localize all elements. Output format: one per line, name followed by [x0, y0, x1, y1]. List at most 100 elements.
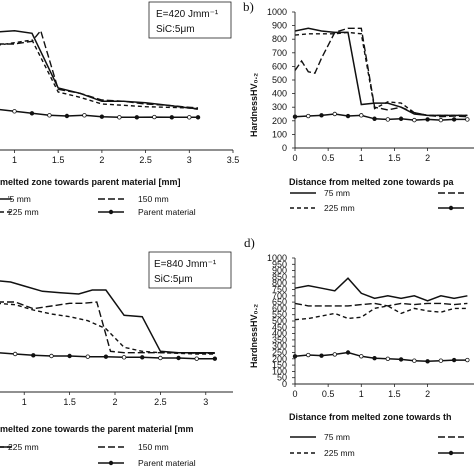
panel-d-series-point [451, 357, 457, 363]
panel-d-x-tick-label: 2 [425, 389, 430, 399]
panel-b-y-tick-label: 600 [272, 61, 287, 71]
panel-b-y-tick-label: 200 [272, 116, 287, 126]
panel-c-series-point [121, 355, 127, 360]
panel-b-y-axis-label: HardnessHV₀.₂ [249, 73, 259, 137]
panel-b-y-tick-label: 700 [272, 48, 287, 58]
panel-a-series-point [64, 113, 70, 119]
panel-d-legend-label: 225 mm [324, 448, 355, 458]
panel-b-series-point [425, 117, 430, 122]
panel-d-y-tick-label: 400 [272, 329, 287, 339]
panel-d-y-tick-label: 300 [272, 341, 287, 351]
panel-c-x-tick-label: 1.5 [63, 397, 76, 407]
panel-a-annotation-particle: SiC:5μm [156, 24, 195, 35]
panel-b-series-line-0 [294, 27, 468, 117]
panel-b-x-tick-label: 1 [359, 153, 364, 163]
panel-a-series-line-0 [0, 29, 199, 110]
panel-b-series [292, 27, 470, 123]
panel-c-series [0, 280, 218, 361]
panel-c-series-point [176, 355, 181, 361]
panel-d-series-point [372, 355, 377, 361]
panel-d-y-tick-label: 550 [272, 310, 287, 320]
panel-d-x-tick-label: 0.5 [322, 389, 335, 399]
panel-a-x-tick-label: 1 [12, 155, 17, 165]
panel-d: d) 0 0.5 1 1.5 20501001502002503003504004505… [244, 235, 474, 458]
panel-c-series-point [158, 355, 163, 361]
panel-b-legend-label: 225 mm [324, 203, 355, 213]
panel-a-x-tick-label: 2.5 [139, 155, 152, 165]
panel-b-series-point [372, 116, 377, 121]
panel-b-series-point [345, 113, 351, 119]
panel-a-series [0, 29, 201, 120]
panel-d-series-point [385, 356, 391, 361]
panel-b-x-tick-label: 0 [292, 153, 297, 163]
panel-c-annotation-box [148, 251, 232, 289]
panel-a-series-line-2 [0, 39, 199, 110]
panel-d-series-point [425, 359, 430, 364]
panel-b-legend-marker [448, 205, 454, 211]
panel-c-x-tick-label: 3 [203, 397, 208, 407]
panel-a: 1 1.5 2 2.5 3 3.5 E=420 Jmm⁻¹ SiC:5μm melted … [0, 1, 240, 217]
panel-c-legend-label: 150 mm [138, 442, 169, 452]
panel-d-y-axis-label: HardnessHV₀.₂ [249, 304, 259, 368]
panel-a-series-point [99, 114, 105, 119]
panel-d-y-tick-label: 350 [272, 335, 287, 345]
panel-c-axes: 1 1.5 2 2.5 3 [0, 391, 233, 407]
panel-d-y-tick-label: 500 [272, 316, 287, 326]
panel-c-legend-marker [108, 460, 114, 466]
panel-d-series-line-2 [294, 305, 468, 321]
panel-c-series-point [212, 356, 218, 361]
panel-d-y-tick-label: 600 [272, 303, 287, 313]
panel-c-series-line-2 [0, 302, 215, 355]
panel-d-y-tick-label: 450 [272, 322, 287, 332]
panel-d-y-tick-label: 200 [272, 354, 287, 364]
panel-a-legend-label: '5 mm [8, 194, 31, 204]
panel-d-series-line-1 [294, 302, 468, 307]
panel-a-series-point [187, 115, 192, 120]
panel-d-y-tick-label: 950 [272, 259, 287, 269]
panel-a-x-tick-label: 3.5 [227, 155, 240, 165]
panel-c-series-line-1 [0, 301, 215, 354]
panel-d-y-tick-label: 800 [272, 278, 287, 288]
panel-c-x-tick-label: 2 [112, 397, 117, 407]
panel-c-series-point [85, 354, 90, 359]
panel-c-legend: 150 mm 225 mm Parent material [0, 442, 196, 468]
panel-b-series-point [398, 116, 404, 121]
panel-a-series-point [47, 113, 52, 118]
panel-d-series-line-0 [294, 277, 468, 302]
panel-a-annotation-energy: E=420 Jmm⁻¹ [156, 9, 219, 20]
panel-d-series-point [398, 357, 404, 362]
panel-b-series-point [319, 113, 324, 118]
panel-c-series-point [31, 353, 36, 358]
panel-a-legend: '5 mm 150 mm 225 mm Parent material [0, 194, 196, 217]
panel-d-series-point [359, 354, 364, 359]
panel-d-x-tick-label: 1 [359, 389, 364, 399]
panel-a-legend-label: 225 mm [8, 207, 39, 217]
panel-d-x-tick-label: 1.5 [388, 389, 401, 399]
panel-d-x-axis-label: Distance from melted zone towards th [289, 412, 452, 422]
panel-c-series-line-0 [0, 280, 215, 354]
panel-a-x-axis-label: melted zone towards parent material [mm] [0, 177, 181, 187]
panel-d-y-tick-label: 900 [272, 266, 287, 276]
panel-b-y-tick-label: 0 [282, 143, 287, 153]
panel-b-legend-label: 75 mm [324, 188, 350, 198]
panel-b: b) 0 0.5 1 1.5 2 0 100 200 300 400 500 600 700 800 900… [243, 0, 474, 213]
panel-d-series-point [438, 358, 444, 363]
panel-b-y-tick-label: 1000 [267, 7, 287, 17]
panel-b-y-tick-label: 800 [272, 34, 287, 44]
panel-a-legend-label: Parent material [138, 207, 196, 217]
panel-b-series-point [465, 117, 470, 122]
panel-c-annotation-energy: E=840 Jmm⁻¹ [154, 259, 217, 270]
panel-b-label: b) [243, 0, 254, 14]
panel-c-annotation-particle: SiC:5μm [154, 274, 193, 285]
panel-d-y-tick-label: 0 [282, 379, 287, 389]
panel-a-legend-marker [108, 209, 114, 215]
panel-d-y-tick-label: 700 [272, 291, 287, 301]
panel-a-legend-label: 150 mm [138, 194, 169, 204]
panel-d-legend-marker [448, 450, 454, 456]
panel-c-legend-label: 225 mm [8, 442, 39, 452]
panel-b-series-point [451, 117, 457, 122]
panel-c-series-point [12, 351, 18, 357]
